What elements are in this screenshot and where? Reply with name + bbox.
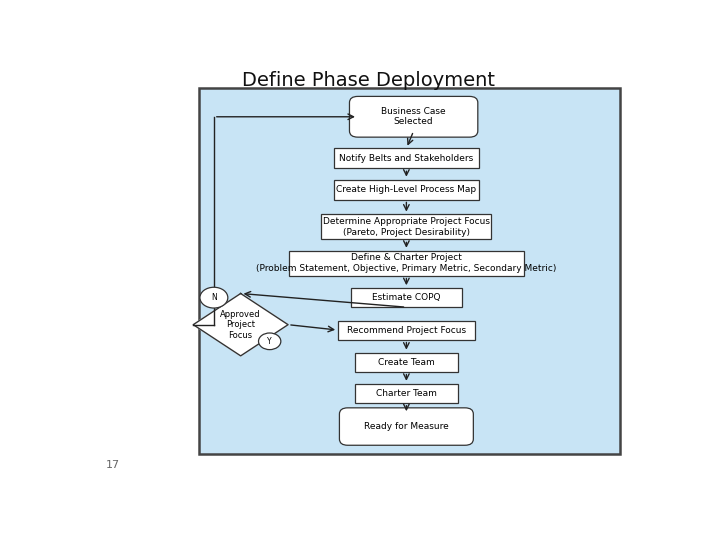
FancyBboxPatch shape <box>355 353 458 372</box>
Text: N: N <box>211 293 217 302</box>
Text: Recommend Project Focus: Recommend Project Focus <box>347 326 466 335</box>
FancyBboxPatch shape <box>321 214 492 239</box>
Text: Create Team: Create Team <box>378 357 435 367</box>
Text: 17: 17 <box>106 460 120 470</box>
Text: Create High-Level Process Map: Create High-Level Process Map <box>336 185 477 194</box>
FancyBboxPatch shape <box>338 321 474 340</box>
Text: Approved
Project
Focus: Approved Project Focus <box>220 310 261 340</box>
Text: Determine Appropriate Project Focus
(Pareto, Project Desirability): Determine Appropriate Project Focus (Par… <box>323 217 490 237</box>
FancyBboxPatch shape <box>349 97 478 137</box>
Text: Define Phase Deployment: Define Phase Deployment <box>243 71 495 90</box>
Text: Business Case
Selected: Business Case Selected <box>382 107 446 126</box>
Circle shape <box>258 333 281 349</box>
Text: Charter Team: Charter Team <box>376 389 437 398</box>
FancyBboxPatch shape <box>351 288 462 307</box>
Circle shape <box>200 287 228 308</box>
FancyBboxPatch shape <box>339 408 473 445</box>
FancyBboxPatch shape <box>334 180 479 199</box>
Text: Define & Charter Project
(Problem Statement, Objective, Primary Metric, Secondar: Define & Charter Project (Problem Statem… <box>256 253 557 273</box>
FancyBboxPatch shape <box>334 148 479 168</box>
Text: Notify Belts and Stakeholders: Notify Belts and Stakeholders <box>339 154 474 163</box>
Polygon shape <box>193 294 288 356</box>
Text: Ready for Measure: Ready for Measure <box>364 422 449 431</box>
Text: Y: Y <box>267 337 272 346</box>
FancyBboxPatch shape <box>289 251 523 275</box>
Text: Estimate COPQ: Estimate COPQ <box>372 293 441 302</box>
FancyBboxPatch shape <box>199 87 620 454</box>
FancyBboxPatch shape <box>355 384 458 403</box>
